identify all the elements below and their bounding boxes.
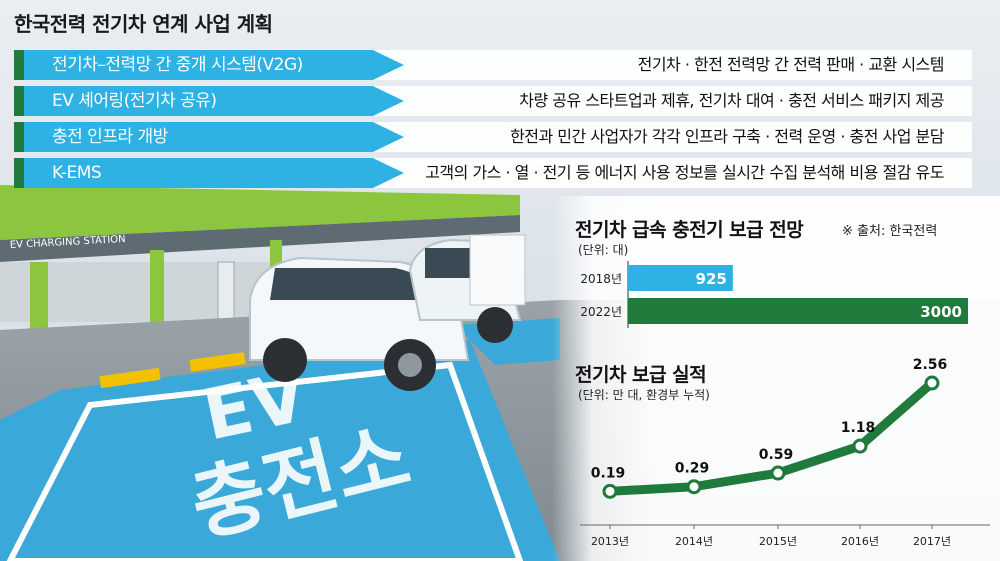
- plan-accent-bar: [14, 122, 24, 152]
- plan-description: 한전과 민간 사업자가 각각 인프라 구축 · 전력 운영 · 충전 사업 분담: [314, 122, 972, 152]
- line-chart-title: 전기차 보급 실적: [575, 364, 707, 386]
- plan-row-v2g: 전기차 · 한전 전력망 간 전력 판매 · 교환 시스템 전기차–전력망 간 …: [14, 50, 972, 80]
- page-title: 한국전력 전기차 연계 사업 계획: [14, 12, 273, 36]
- bar-chart-title: 전기차 급속 충전기 보급 전망: [575, 219, 804, 241]
- plan-description: 차량 공유 스타트업과 제휴, 전기차 대여 · 충전 서비스 패키지 제공: [314, 86, 972, 116]
- plan-row-ev-sharing: 차량 공유 스타트업과 제휴, 전기차 대여 · 충전 서비스 패키지 제공 E…: [14, 86, 972, 116]
- plan-description-text: 차량 공유 스타트업과 제휴, 전기차 대여 · 충전 서비스 패키지 제공: [519, 91, 944, 110]
- plan-description-text: 한전과 민간 사업자가 각각 인프라 구축 · 전력 운영 · 충전 사업 분담: [510, 127, 944, 146]
- plan-label: 전기차–전력망 간 중개 시스템(V2G): [14, 50, 404, 80]
- plan-label: 충전 인프라 개방: [14, 122, 404, 152]
- plan-row-infra: 한전과 민간 사업자가 각각 인프라 구축 · 전력 운영 · 충전 사업 분담…: [14, 122, 972, 152]
- line-chart-unit: (단위: 만 대, 환경부 누적): [578, 388, 710, 402]
- source-note: ※ 출처: 한국전력: [842, 224, 938, 239]
- plan-description: 전기차 · 한전 전력망 간 전력 판매 · 교환 시스템: [314, 50, 972, 80]
- plan-description-text: 전기차 · 한전 전력망 간 전력 판매 · 교환 시스템: [637, 55, 945, 74]
- plan-description: 고객의 가스 · 열 · 전기 등 에너지 사용 정보를 실시간 수집 분석해 …: [314, 158, 972, 188]
- plan-label: K-EMS: [14, 158, 404, 188]
- plan-description-text: 고객의 가스 · 열 · 전기 등 에너지 사용 정보를 실시간 수집 분석해 …: [425, 163, 944, 182]
- plan-row-kems: 고객의 가스 · 열 · 전기 등 에너지 사용 정보를 실시간 수집 분석해 …: [14, 158, 972, 188]
- plan-accent-bar: [14, 50, 24, 80]
- bar-chart-unit: (단위: 대): [578, 243, 629, 257]
- plan-label: EV 셰어링(전기차 공유): [14, 86, 404, 116]
- plan-accent-bar: [14, 86, 24, 116]
- plan-accent-bar: [14, 158, 24, 188]
